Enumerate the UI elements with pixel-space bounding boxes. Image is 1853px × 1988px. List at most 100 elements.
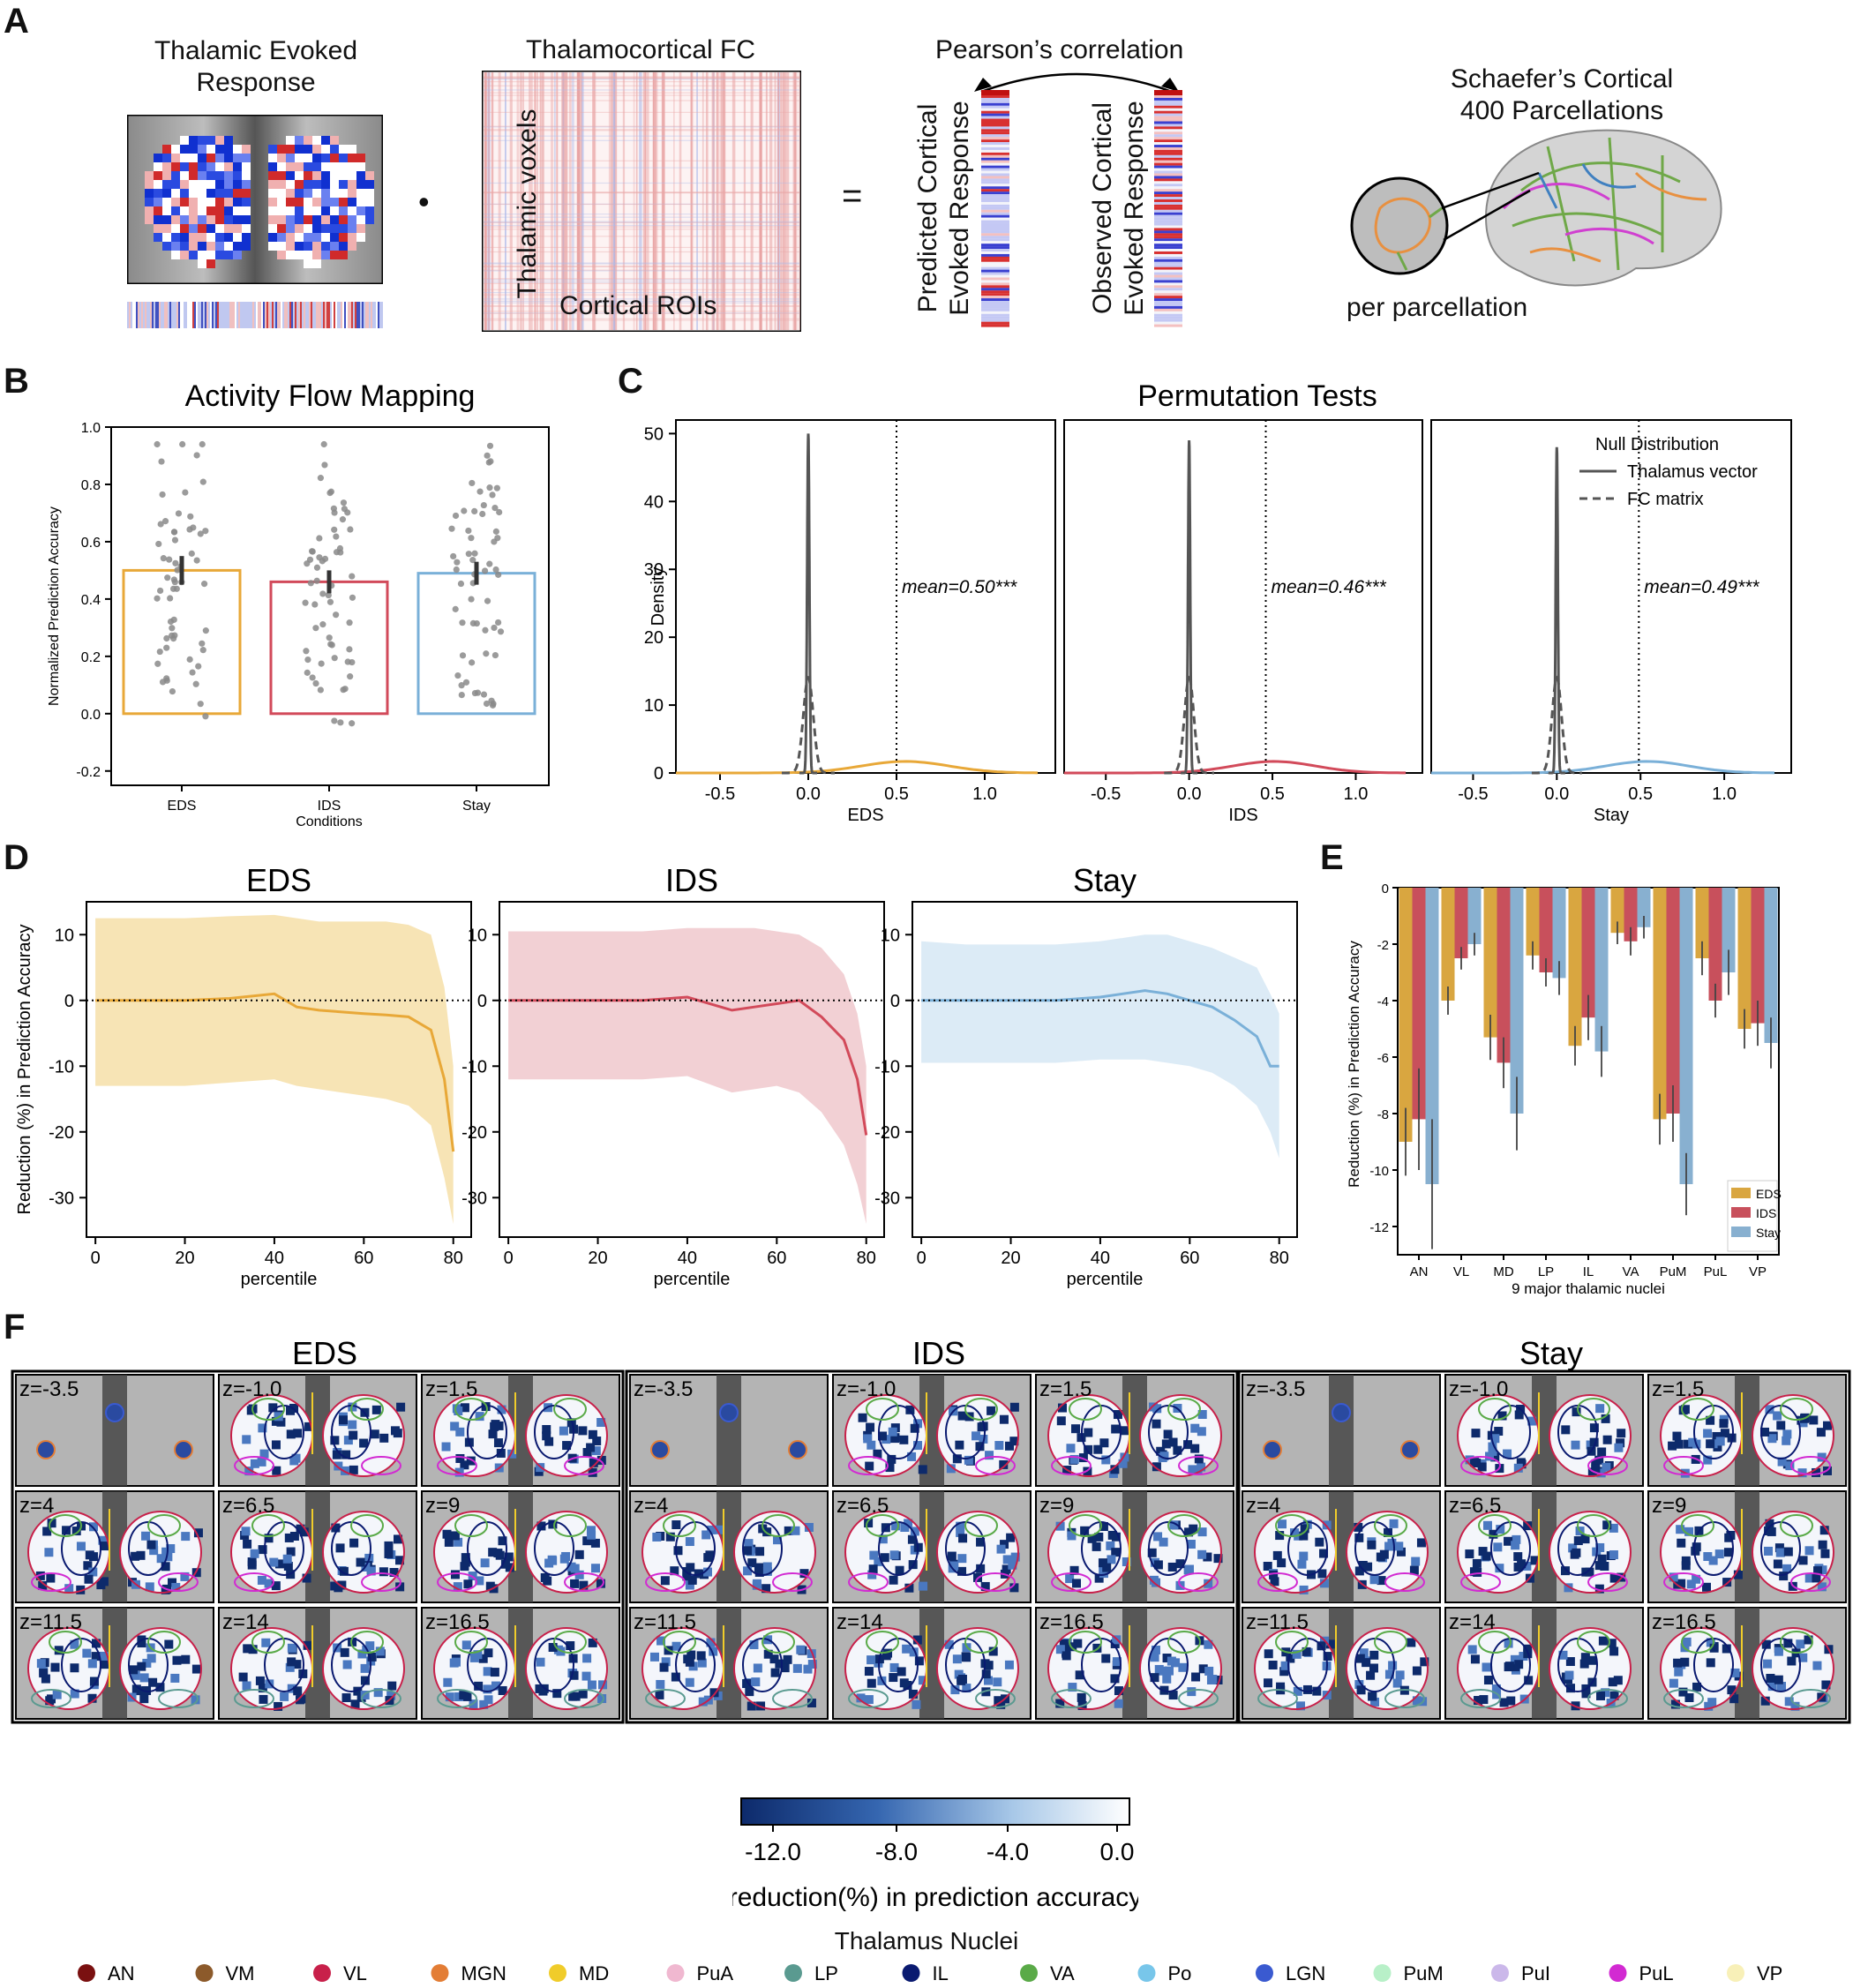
reduction-voxel (52, 1690, 62, 1699)
reduction-voxel (1164, 1666, 1174, 1676)
nucleus-outline (975, 1572, 1016, 1592)
fc-row (484, 129, 799, 131)
reduction-voxel (1110, 1674, 1120, 1684)
reduction-voxel (1485, 1452, 1495, 1461)
chart-b-point (347, 673, 354, 680)
reduction-voxel (784, 1526, 793, 1535)
voxel (348, 233, 356, 242)
chart-e-legend-label: IDS (1756, 1206, 1776, 1220)
fc-stripe (743, 72, 746, 330)
voxel (189, 162, 198, 171)
nucleus-outline (234, 1689, 274, 1708)
fc-stripe (539, 72, 542, 330)
voxel (268, 198, 277, 206)
barcode-stripe (265, 302, 266, 328)
reduction-voxel (1709, 1643, 1719, 1653)
reduction-voxel (1167, 1656, 1176, 1666)
chart-b-point (495, 571, 502, 578)
fc-stripe (722, 72, 724, 330)
reduction-voxel (907, 1452, 917, 1461)
reduction-voxel (1672, 1431, 1682, 1441)
reduction-voxel (1299, 1531, 1309, 1541)
reduction-voxel (1714, 1549, 1724, 1559)
reduction-voxel (1706, 1439, 1715, 1449)
reduction-voxel (807, 1660, 817, 1669)
reduction-voxel (339, 1566, 349, 1576)
reduction-voxel (1369, 1650, 1379, 1660)
reduction-voxel (287, 1643, 296, 1653)
reduction-voxel (455, 1427, 465, 1437)
nucleus-outline (1549, 1511, 1632, 1594)
chart-b-point (480, 501, 487, 509)
reduction-voxel (671, 1641, 681, 1651)
reduction-voxel (1175, 1559, 1185, 1569)
response-cell (1154, 264, 1182, 267)
reduction-voxel (904, 1583, 914, 1593)
reduction-voxel (1010, 1552, 1020, 1562)
reduction-voxel (864, 1519, 874, 1528)
voxel (304, 136, 312, 145)
reduction-voxel (1692, 1682, 1702, 1692)
fc-row (484, 135, 799, 137)
reduction-voxel (1773, 1411, 1782, 1421)
reduction-voxel (444, 1537, 454, 1547)
reduction-voxel (685, 1677, 694, 1687)
reduction-voxel (582, 1536, 592, 1546)
reduction-voxel (783, 1654, 792, 1664)
response-cell (981, 256, 1009, 259)
chart-e-bar (1441, 888, 1455, 1001)
voxel (154, 189, 162, 198)
colorbar-gradient (740, 1797, 1130, 1826)
nucleus-outline (1167, 1514, 1201, 1537)
chart-d-xtick-label: 60 (767, 1249, 786, 1268)
reduction-voxel (293, 1429, 303, 1438)
chart-b-point (199, 640, 206, 647)
reduction-voxel (1581, 1689, 1591, 1699)
fc-stripe (568, 72, 572, 330)
barcode-stripe (259, 302, 261, 328)
reduction-voxel (1483, 1676, 1493, 1685)
reduction-voxel (1187, 1687, 1197, 1697)
voxel (206, 162, 215, 171)
response-cell (1154, 228, 1182, 231)
reduction-voxel (1384, 1542, 1394, 1551)
reduction-voxel (100, 1651, 109, 1661)
chart-b-point (458, 691, 465, 699)
barcode-stripe (298, 302, 300, 328)
barcode-stripe (302, 302, 304, 328)
voxel (339, 180, 348, 189)
chart-b-point (187, 513, 194, 520)
chart-c-thalamus-null (1548, 446, 1565, 775)
reduction-voxel (1299, 1551, 1309, 1561)
fc-stripe (536, 72, 538, 330)
reduction-voxel (1278, 1519, 1287, 1529)
reduction-voxel (1785, 1461, 1795, 1471)
reduction-voxel (806, 1699, 816, 1708)
fc-stripe (786, 72, 790, 330)
fc-stripe (579, 72, 582, 330)
response-cell (981, 244, 1009, 247)
nucleus-legend-swatch (1727, 1964, 1744, 1982)
reduction-voxel (1774, 1647, 1783, 1656)
slice-label: z=-1.0 (1449, 1377, 1508, 1401)
reduction-voxel (578, 1689, 588, 1699)
nucleus-legend-swatch (1256, 1964, 1273, 1982)
barcode-stripe (145, 302, 146, 328)
response-cell (981, 253, 1009, 257)
reduction-voxel (1783, 1547, 1793, 1557)
reduction-voxel (665, 1532, 675, 1542)
nucleus-outline (454, 1631, 488, 1654)
fc-row (484, 224, 799, 227)
chart-b-point (157, 587, 164, 595)
reduction-voxel (913, 1441, 923, 1451)
response-cell (981, 241, 1009, 244)
chart-b-point (491, 538, 498, 545)
voxel (295, 242, 304, 251)
response-cell (981, 304, 1009, 306)
chart-b-point (326, 489, 334, 497)
chart-d-mean-line (95, 992, 455, 1152)
barcode-stripe (166, 302, 168, 328)
reduction-voxel (701, 1530, 711, 1540)
voxel (233, 189, 242, 198)
reduction-voxel (1766, 1673, 1775, 1683)
